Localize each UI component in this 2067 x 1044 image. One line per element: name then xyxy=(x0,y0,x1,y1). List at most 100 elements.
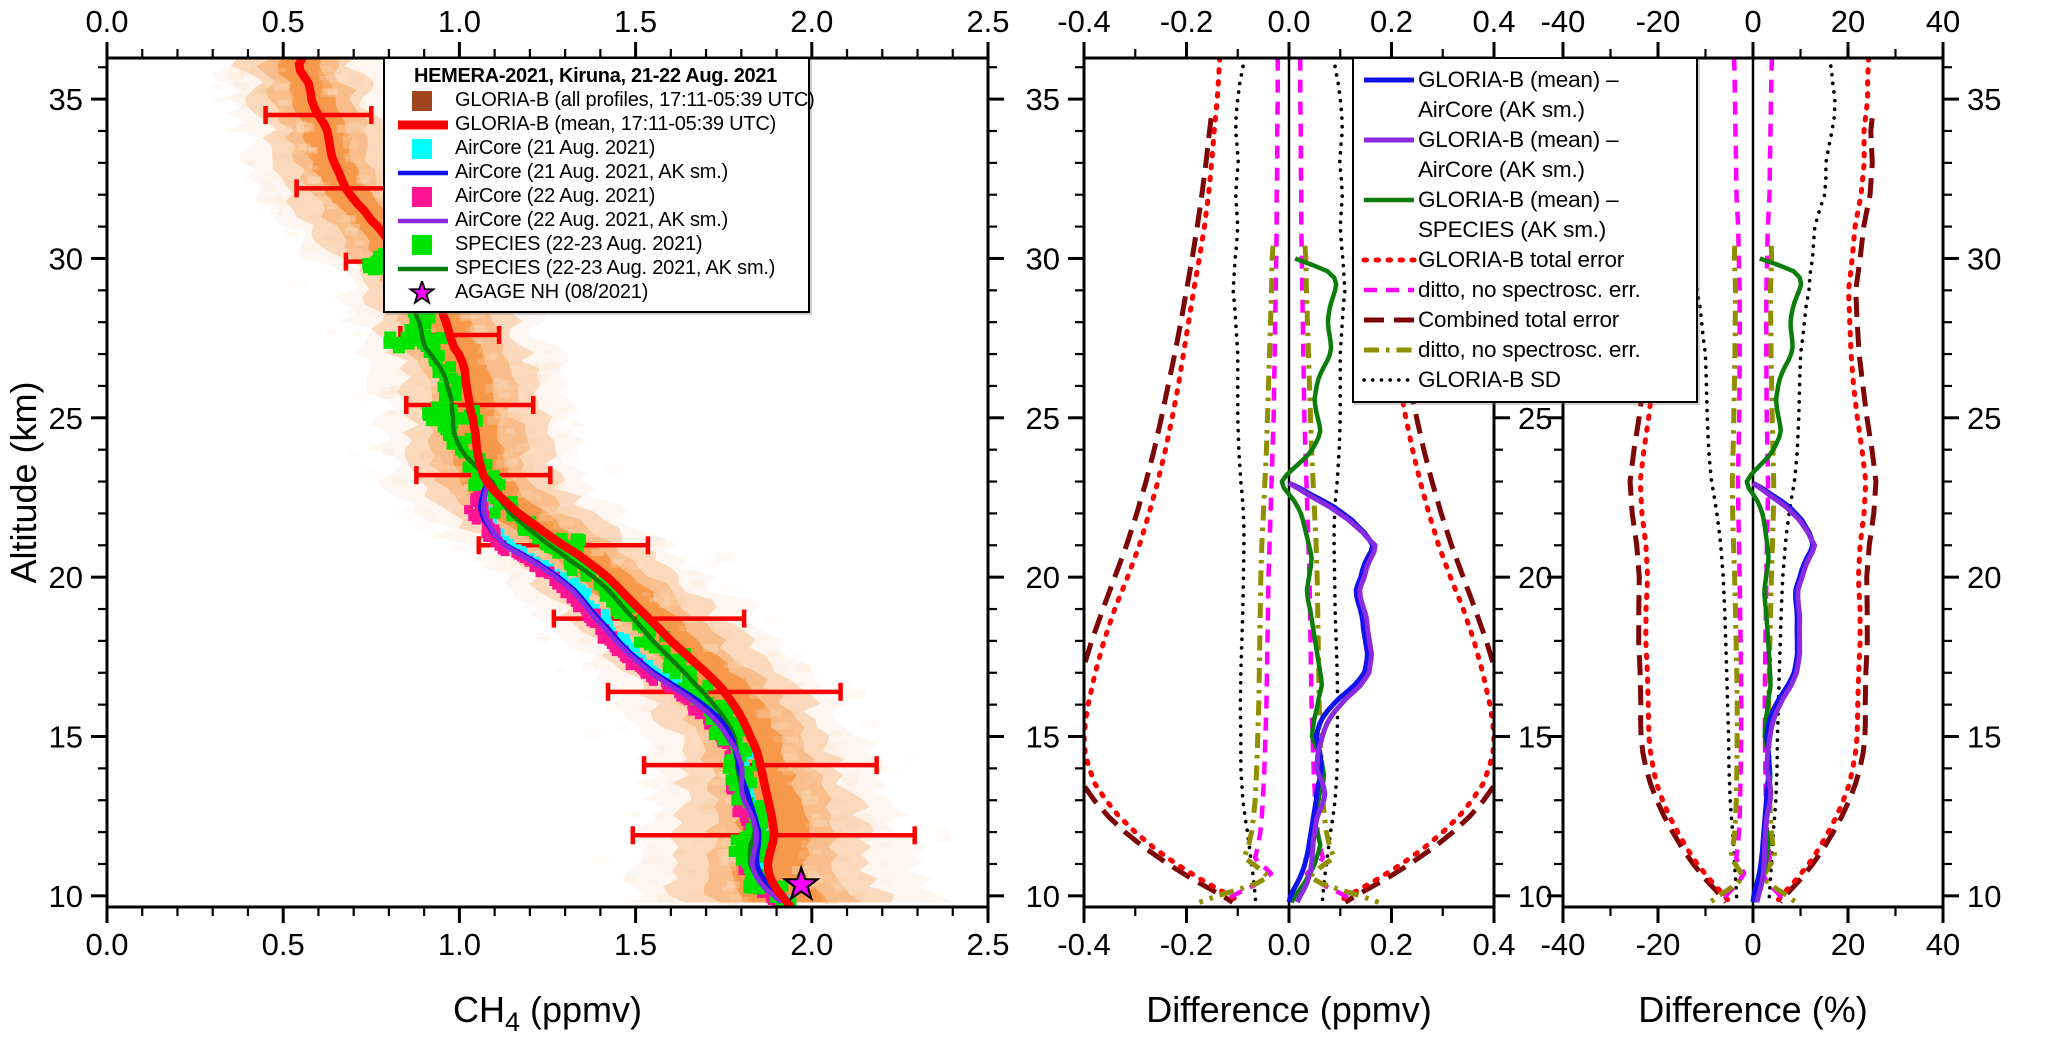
alt-tick-label: 30 xyxy=(1026,241,1060,276)
gloria-b-error-no-spectrosc-neg xyxy=(1221,59,1280,905)
legend-item: Combined total error xyxy=(1360,305,1688,335)
alt-tick-label: 20 xyxy=(1967,560,2001,595)
diff-gloria-aircore21 xyxy=(1286,480,1376,903)
legend-item: ditto, no spectrosc. err. xyxy=(1360,275,1688,305)
panel-frame xyxy=(1082,56,1496,909)
x-tick-label: 0 xyxy=(1744,927,1761,962)
legend-item-label: AGAGE NH (08/2021) xyxy=(455,280,649,303)
alt-tick-label: 35 xyxy=(49,82,83,117)
legend-item-label: GLORIA-B (mean) – AirCore (AK sm.) xyxy=(1418,127,1619,182)
x-tick-label: 2.5 xyxy=(966,927,1009,962)
diff-gloria-aircore22 xyxy=(1751,481,1818,903)
legend-item-label: GLORIA-B SD xyxy=(1418,367,1561,392)
alt-tick-label: 20 xyxy=(1026,560,1060,595)
x-tick-label-top: 0.5 xyxy=(262,4,305,39)
aircore-22aug-ak-sm-line xyxy=(480,482,784,905)
legend-item-label: GLORIA-B (mean) – SPECIES (AK sm.) xyxy=(1418,187,1619,242)
x-tick-label: 0.0 xyxy=(85,927,128,962)
legend-item-label: AirCore (22 Aug. 2021) xyxy=(455,184,656,207)
legend-item: GLORIA-B (mean, 17:11-05:39 UTC) xyxy=(391,113,800,137)
x-tick-label-top: 2.0 xyxy=(790,4,833,39)
legend-item: GLORIA-B (mean) – SPECIES (AK sm.) xyxy=(1360,185,1688,245)
styled-swatch xyxy=(1364,137,1414,143)
x-tick-label: 2.0 xyxy=(790,927,833,962)
x-tick-label: 0.2 xyxy=(1370,927,1413,962)
agage-nh-star-marker xyxy=(781,864,821,902)
x-tick-label-top: -0.4 xyxy=(1057,4,1110,39)
combined-total-error-neg xyxy=(1085,117,1234,905)
legend-item: AirCore (22 Aug. 2021) xyxy=(391,185,800,209)
legend-item-label: GLORIA-B (all profiles, 17:11-05:39 UTC) xyxy=(455,88,815,111)
combined-total-error-pos xyxy=(1778,117,1879,904)
diff-gloria-aircore22 xyxy=(1287,480,1378,904)
legend-item-label: GLORIA-B total error xyxy=(1418,247,1625,272)
alt-tick-label: 20 xyxy=(49,560,83,595)
x-tick-label-top: 1.0 xyxy=(438,4,481,39)
x-tick-label: 20 xyxy=(1831,927,1865,962)
x-axis-title: CH4 (ppmv) xyxy=(453,989,642,1037)
alt-tick-label: 10 xyxy=(1967,879,2001,914)
legend-item: GLORIA-B total error xyxy=(1360,245,1688,275)
x-tick-label-top: 0.2 xyxy=(1370,4,1413,39)
gloria-b-total-error-pos xyxy=(1773,59,1871,905)
x-tick-label-top: 0.0 xyxy=(1267,4,1310,39)
panel-middle-series xyxy=(1085,58,1493,907)
legend-difference-panels: GLORIA-B (mean) – AirCore (AK sm.) GLORIA-… xyxy=(1352,57,1698,403)
legend-item: AirCore (22 Aug. 2021, AK sm.) xyxy=(391,209,800,233)
legend-item: GLORIA-B SD xyxy=(1360,365,1688,395)
alt-tick-label: 10 xyxy=(1026,879,1060,914)
legend-left-panel: HEMERA-2021, Kiruna, 21-22 Aug. 2021 GLOR… xyxy=(383,57,815,313)
alt-tick-label: 35 xyxy=(1967,82,2001,117)
combined-error-no-spectrosc-neg xyxy=(1708,245,1746,905)
x-tick-label-top: 40 xyxy=(1926,4,1960,39)
legend-item-label: ditto, no spectrosc. err. xyxy=(1418,337,1641,362)
y-axis-title: Altitude (km) xyxy=(3,381,44,583)
legend-item: GLORIA-B (all profiles, 17:11-05:39 UTC) xyxy=(391,89,815,113)
gloria-b-error-no-spectrosc-pos xyxy=(1298,59,1357,905)
styled-swatch xyxy=(1364,197,1414,203)
square-swatch xyxy=(412,186,432,207)
legend-item: ditto, no spectrosc. err. xyxy=(1360,335,1688,365)
panel-right: -40-40-20-200020204040101520253035Differ… xyxy=(1541,4,2002,1030)
alt-tick-label: 25 xyxy=(1518,401,1552,436)
square-swatch xyxy=(412,90,432,111)
legend-item-label: ditto, no spectrosc. err. xyxy=(1418,277,1641,302)
alt-tick-label: 15 xyxy=(1026,719,1060,754)
styled-swatch xyxy=(1361,257,1417,263)
x-axis-title: Difference (ppmv) xyxy=(1146,989,1431,1030)
alt-tick-label: 25 xyxy=(1026,401,1060,436)
styled-swatch xyxy=(1364,287,1414,293)
styled-swatch xyxy=(1364,317,1414,323)
x-tick-label: -40 xyxy=(1541,927,1586,962)
panel-middle: -0.4-0.4-0.2-0.20.00.00.20.20.40.410 1015… xyxy=(1026,4,1553,1030)
line-swatch xyxy=(398,218,448,223)
x-tick-label-top: -40 xyxy=(1541,4,1586,39)
left-panel-lines xyxy=(294,59,795,906)
x-tick-label: 40 xyxy=(1926,927,1960,962)
x-tick-label: 1.5 xyxy=(614,927,657,962)
x-tick-label-top: 0 xyxy=(1744,4,1761,39)
legend-item-label: SPECIES (22-23 Aug. 2021) xyxy=(455,232,703,255)
combined-error-no-spectrosc-neg xyxy=(1198,245,1276,905)
legend-item-label: AirCore (22 Aug. 2021, AK sm.) xyxy=(455,208,729,231)
alt-tick-label: 30 xyxy=(1967,241,2001,276)
diff-gloria-species xyxy=(1744,256,1804,903)
alt-tick-label: 35 xyxy=(1026,82,1060,117)
alt-tick-label: 10 xyxy=(49,879,83,914)
x-tick-label-top: 2.5 xyxy=(966,4,1009,39)
x-tick-label: 0.0 xyxy=(1267,927,1310,962)
legend-item: SPECIES (22-23 Aug. 2021) xyxy=(391,233,800,257)
x-tick-label: -0.4 xyxy=(1057,927,1110,962)
thickline-swatch xyxy=(398,120,448,129)
x-tick-label-top: 0.0 xyxy=(85,4,128,39)
gloria-b-total-error-neg xyxy=(1635,59,1733,905)
legend-item: GLORIA-B (mean) – AirCore (AK sm.) xyxy=(1360,125,1688,185)
gloria-b-sd-pos xyxy=(1767,59,1837,905)
legend-item: AirCore (21 Aug. 2021) xyxy=(391,137,800,161)
x-tick-label-top: -20 xyxy=(1636,4,1681,39)
legend-item: AGAGE NH (08/2021) xyxy=(391,280,800,305)
panel-frame xyxy=(1561,56,1945,909)
legend-item: SPECIES (22-23 Aug. 2021, AK sm.) xyxy=(391,257,800,281)
alt-tick-label: 15 xyxy=(49,719,83,754)
